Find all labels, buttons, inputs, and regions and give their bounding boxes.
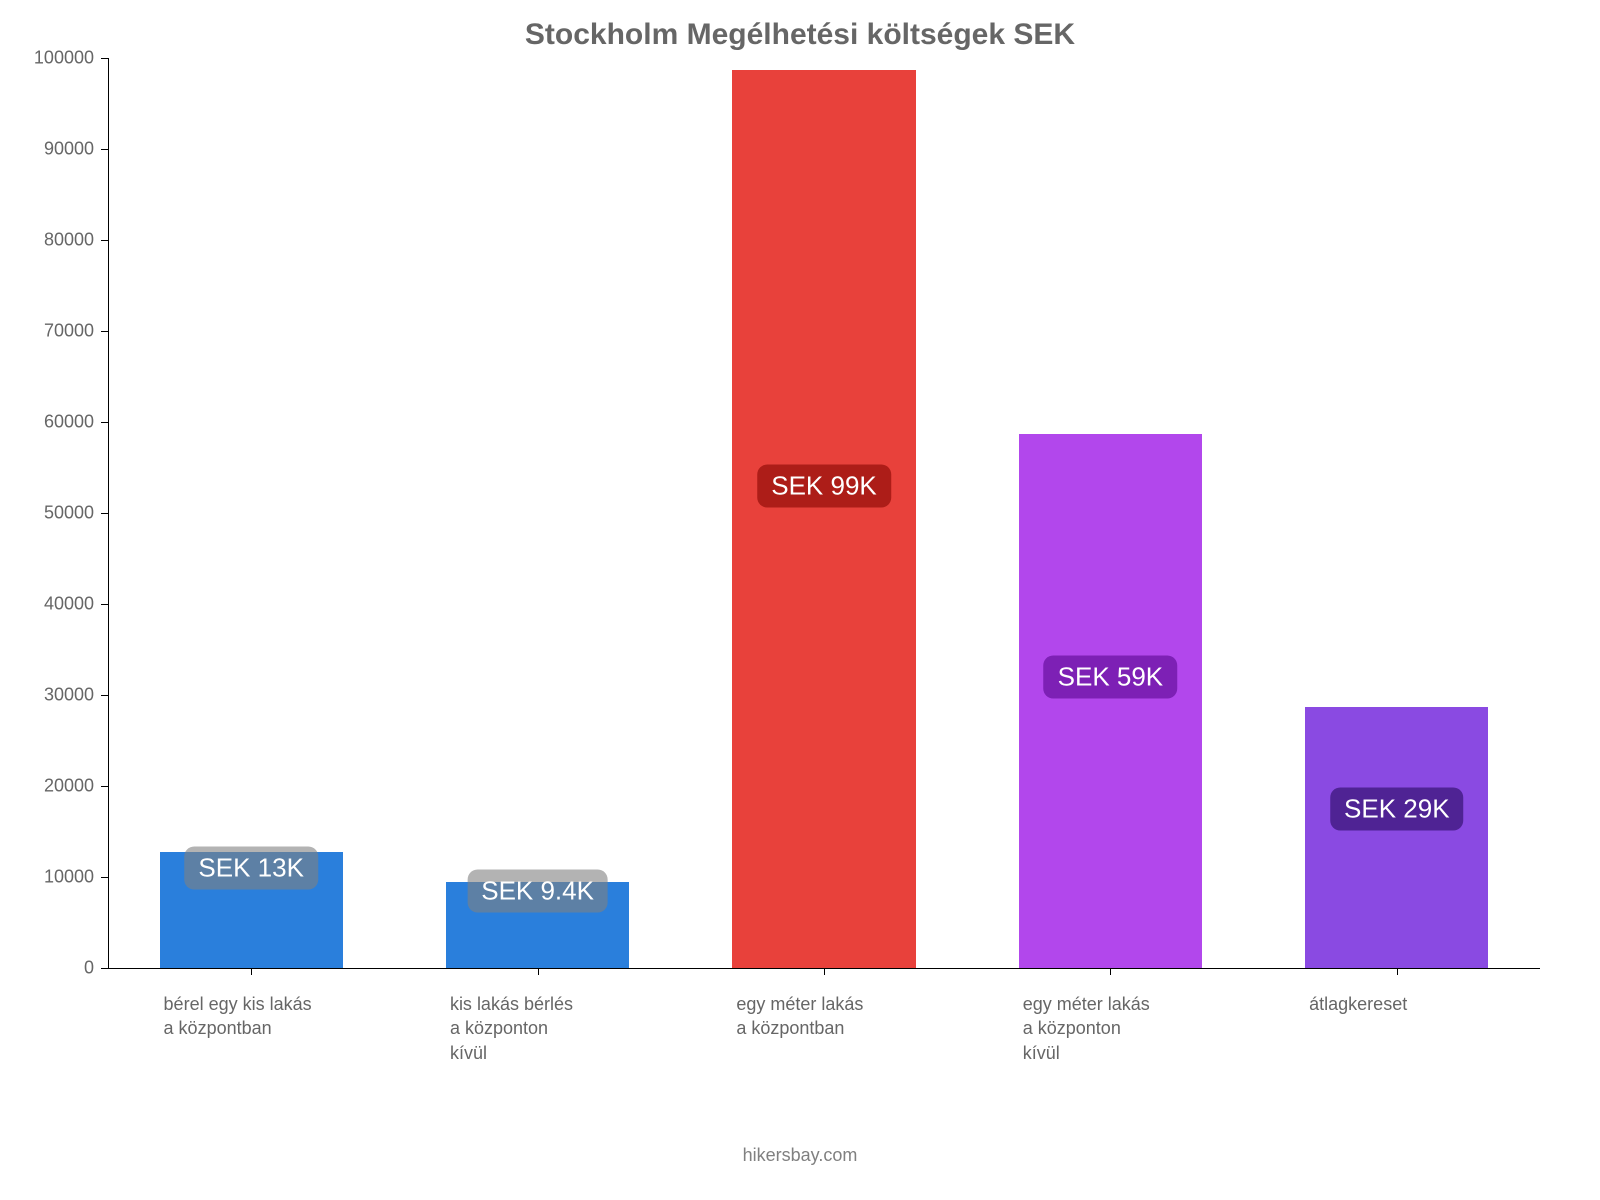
y-tick-label: 0 — [84, 958, 94, 979]
x-tick — [1397, 968, 1398, 975]
plot-area: 0100002000030000400005000060000700008000… — [108, 58, 1540, 968]
y-tick-label: 60000 — [44, 412, 94, 433]
y-tick-label: 40000 — [44, 594, 94, 615]
y-tick — [101, 513, 108, 514]
x-category-label: egy méter lakás a központban — [736, 992, 863, 1041]
x-category-label: egy méter lakás a központon kívül — [1023, 992, 1150, 1065]
y-tick — [101, 240, 108, 241]
bar-value-badge: SEK 9.4K — [467, 869, 608, 912]
y-tick-label: 30000 — [44, 685, 94, 706]
chart-source-footer: hikersbay.com — [0, 1145, 1600, 1166]
x-tick — [251, 968, 252, 975]
x-category-label: átlagkereset — [1309, 992, 1407, 1016]
y-tick — [101, 877, 108, 878]
y-tick — [101, 149, 108, 150]
y-tick-label: 100000 — [34, 48, 94, 69]
chart-title: Stockholm Megélhetési költségek SEK — [0, 18, 1600, 52]
y-tick — [101, 786, 108, 787]
y-tick — [101, 604, 108, 605]
bar-value-badge: SEK 29K — [1330, 787, 1464, 830]
y-tick — [101, 695, 108, 696]
x-category-label: bérel egy kis lakás a központban — [164, 992, 312, 1041]
y-tick-label: 50000 — [44, 503, 94, 524]
bar — [1305, 707, 1488, 968]
y-axis-line — [108, 58, 109, 968]
y-tick-label: 20000 — [44, 776, 94, 797]
bar-value-badge: SEK 99K — [757, 464, 891, 507]
y-tick — [101, 422, 108, 423]
bar-value-badge: SEK 13K — [184, 846, 318, 889]
x-category-label: kis lakás bérlés a központon kívül — [450, 992, 573, 1065]
x-tick — [824, 968, 825, 975]
x-tick — [1110, 968, 1111, 975]
bar — [732, 70, 915, 968]
y-tick-label: 70000 — [44, 321, 94, 342]
y-tick-label: 10000 — [44, 867, 94, 888]
x-tick — [538, 968, 539, 975]
y-tick-label: 90000 — [44, 139, 94, 160]
y-tick — [101, 58, 108, 59]
bar — [1019, 434, 1202, 968]
bar-value-badge: SEK 59K — [1044, 655, 1178, 698]
y-tick-label: 80000 — [44, 230, 94, 251]
y-tick — [101, 968, 108, 969]
chart-container: Stockholm Megélhetési költségek SEK 0100… — [0, 0, 1600, 1200]
y-tick — [101, 331, 108, 332]
